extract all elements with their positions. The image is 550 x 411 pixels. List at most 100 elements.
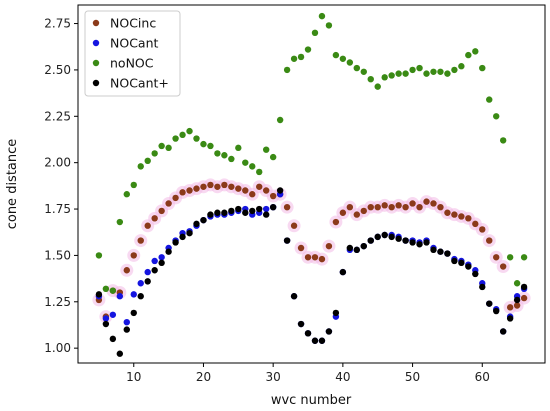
x-tick-label: 60 (475, 370, 490, 384)
data-point-nocinc (200, 183, 207, 190)
data-point-nocinc (158, 207, 165, 215)
data-point-nocant-plus (172, 239, 179, 246)
plot-area-frame (77, 4, 546, 364)
data-point-nocinc (409, 200, 416, 207)
data-point-nonoc (402, 70, 409, 77)
data-point-nocinc (332, 218, 340, 226)
data-point-nocant-plus (116, 350, 124, 357)
data-point-nocant-plus (276, 187, 284, 194)
data-point-nocinc (318, 255, 326, 263)
data-point-nocant-plus (458, 259, 465, 267)
data-point-nocinc (269, 192, 277, 200)
legend-label-nocant-plus: NOCant+ (110, 76, 169, 91)
legend-marker-nonoc (92, 59, 100, 67)
data-point-nonoc (339, 55, 347, 62)
data-point-nonoc (346, 59, 354, 66)
data-point-nocant-plus (451, 257, 458, 265)
data-points-layer (95, 12, 528, 357)
x-tick-label: 10 (126, 370, 141, 384)
data-point-nonoc (318, 12, 326, 20)
data-point-nocant-plus (325, 328, 333, 335)
data-point-nonoc (151, 150, 158, 157)
data-point-nocinc (123, 267, 130, 274)
data-point-nocant-plus (200, 216, 207, 224)
data-point-nocant-plus (228, 207, 235, 215)
legend-label-nocant: NOCant (110, 36, 158, 51)
x-tick-label: 50 (405, 370, 420, 384)
data-point-nocant-plus (269, 203, 277, 211)
data-point-nocant-plus (499, 328, 507, 335)
data-point-nonoc (116, 218, 124, 226)
data-point-nocinc (506, 304, 514, 311)
data-point-nocinc (172, 194, 179, 202)
data-point-nocant (151, 257, 158, 265)
data-point-nonoc (200, 140, 207, 148)
data-point-nonoc (499, 137, 507, 144)
data-point-nonoc (444, 70, 451, 77)
data-point-nocinc (395, 202, 402, 209)
y-tick-label: 2.75 (44, 17, 71, 31)
y-tick-label: 1.75 (44, 202, 71, 216)
data-point-nonoc (235, 144, 242, 152)
data-point-nocant-plus (423, 239, 430, 246)
data-point-nonoc (186, 127, 193, 135)
data-point-nocant-plus (520, 283, 528, 291)
data-point-nocant-plus (151, 267, 158, 274)
data-point-nocant-plus (388, 233, 395, 241)
data-point-nocinc (137, 237, 144, 244)
data-point-nonoc (332, 51, 340, 59)
data-point-nocant-plus (360, 242, 367, 250)
data-point-nonoc (179, 131, 186, 139)
data-point-nonoc (228, 155, 235, 163)
data-point-nonoc (207, 142, 214, 150)
data-point-nocinc (325, 242, 333, 250)
data-point-nocant-plus (109, 335, 117, 343)
data-point-nocant-plus (332, 309, 340, 317)
data-point-nocinc (499, 263, 507, 270)
data-point-nocant-plus (437, 248, 444, 255)
data-point-nocinc (360, 207, 367, 215)
data-point-nocant-plus (493, 307, 500, 315)
data-point-nonoc (374, 83, 381, 90)
data-point-nocant-plus (193, 220, 200, 228)
data-point-nonoc (395, 70, 402, 77)
y-tick-label: 2.00 (44, 156, 71, 170)
data-point-nocant-plus (214, 209, 221, 216)
legend-box (84, 10, 181, 97)
data-point-nocant-plus (444, 250, 451, 257)
data-point-nocant-plus (395, 235, 402, 242)
data-point-nonoc (130, 181, 137, 189)
data-point-nocant-plus (367, 237, 374, 244)
data-point-nonoc (465, 51, 472, 59)
data-point-nocinc (256, 183, 263, 190)
y-tick-label: 1.00 (44, 341, 71, 355)
legend: NOCinc NOCant noNOC NOCant+ (84, 10, 181, 97)
data-point-nocinc (513, 302, 521, 309)
data-point-nocinc (193, 185, 200, 192)
data-point-nocant (137, 280, 144, 287)
data-point-nonoc (193, 135, 200, 142)
data-point-nocant-plus (130, 309, 137, 317)
y-axis-ticks: 1.00 1.25 1.50 1.75 2.00 2.25 2.50 2.75 (44, 17, 78, 355)
data-point-nocinc (367, 203, 374, 211)
data-point-nocinc (402, 203, 409, 211)
data-point-nocinc (130, 252, 137, 259)
data-point-nocinc (430, 200, 437, 207)
data-point-nocant-plus (472, 270, 479, 278)
data-point-nocant-plus (506, 315, 514, 322)
data-point-nocinc (374, 203, 381, 211)
data-point-nonoc (290, 55, 298, 62)
data-point-nocant (123, 318, 130, 326)
data-point-nonoc (214, 150, 221, 157)
data-point-nocant-plus (242, 209, 249, 216)
data-point-nonoc (172, 135, 179, 142)
data-point-nocant-plus (318, 337, 326, 344)
data-point-nonoc (486, 96, 493, 103)
data-point-nonoc (367, 75, 374, 83)
data-point-nocinc (151, 215, 158, 222)
data-point-nonoc (123, 191, 130, 198)
y-tick-label: 1.50 (44, 248, 71, 262)
data-point-nocant-plus (102, 320, 110, 328)
data-point-nocinc (144, 222, 151, 229)
data-point-nonoc (381, 74, 388, 81)
